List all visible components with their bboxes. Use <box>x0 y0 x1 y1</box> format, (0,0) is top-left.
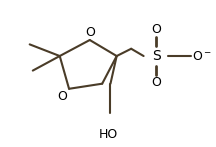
Text: HO: HO <box>99 128 118 141</box>
Text: S: S <box>152 49 160 63</box>
Text: O: O <box>151 76 161 89</box>
Text: O: O <box>57 90 67 102</box>
Text: O: O <box>151 23 161 36</box>
Text: O: O <box>85 26 95 39</box>
Text: O$^-$: O$^-$ <box>192 50 212 62</box>
